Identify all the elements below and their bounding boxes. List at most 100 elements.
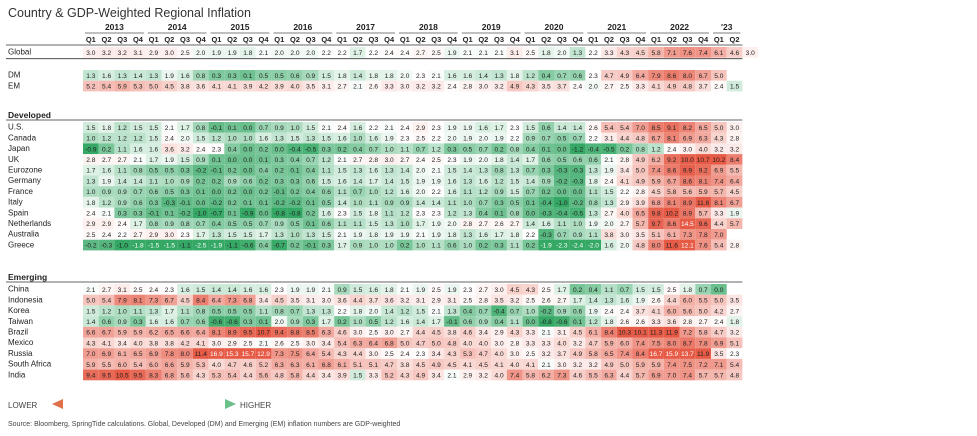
cell-value: 7.4 <box>667 362 676 369</box>
heat-cell <box>663 218 680 229</box>
cell-value: 2.8 <box>620 157 629 164</box>
cell-value: 2.4 <box>337 125 346 132</box>
cell-value: 2.7 <box>557 298 566 305</box>
cell-value: 1.1 <box>259 308 268 315</box>
cell-value: 2.5 <box>542 287 551 294</box>
heat-cell <box>271 175 288 187</box>
cell-value: 5.3 <box>212 373 221 380</box>
heat-cell <box>475 164 492 176</box>
cell-value: 0.2 <box>526 243 535 250</box>
heat-cell <box>459 239 476 251</box>
cell-value: 2.7 <box>337 84 346 91</box>
heat-cell <box>679 80 696 92</box>
cell-value: -0.2 <box>85 243 97 250</box>
heat-cell <box>695 239 711 251</box>
heat-cell <box>318 70 335 81</box>
cell-value: 1.7 <box>494 125 503 132</box>
cell-value: 0.9 <box>557 308 566 315</box>
cell-value: 0.4 <box>212 221 221 228</box>
cell-value: 1.2 <box>102 308 111 315</box>
heat-cell <box>428 294 445 306</box>
heat-cell <box>397 326 413 338</box>
heat-cell <box>287 80 303 92</box>
cell-value: 4.9 <box>620 73 629 80</box>
heat-cell <box>318 164 335 176</box>
cell-value: 7.4 <box>620 351 629 358</box>
cell-value: 3.2 <box>573 340 582 347</box>
cell-value: 7.0 <box>667 373 676 380</box>
heat-cell <box>349 326 366 338</box>
heat-cell <box>616 47 633 58</box>
heat-cell <box>177 326 193 338</box>
heat-cell <box>585 80 602 92</box>
heat-cell <box>83 122 99 133</box>
heat-cell <box>192 348 209 359</box>
cell-value: 5.1 <box>730 340 739 347</box>
cell-value: -0.2 <box>179 211 191 218</box>
cell-value: 5.7 <box>730 221 739 228</box>
cell-value: 5.5 <box>102 362 111 369</box>
heat-cell <box>397 175 413 187</box>
cell-value: 0.2 <box>259 189 268 196</box>
heat-cell <box>601 143 617 155</box>
quarter-header: Q2 <box>604 35 614 44</box>
heat-cell <box>98 164 115 176</box>
quarter-header: Q2 <box>416 35 426 44</box>
cell-value: 1.7 <box>573 298 582 305</box>
heat-cell <box>616 80 633 92</box>
heat-cell <box>428 305 445 317</box>
cell-value: 3.0 <box>557 362 566 369</box>
heat-cell <box>601 70 617 81</box>
heat-cell <box>98 348 115 359</box>
heat-cell <box>302 154 319 165</box>
cell-value: 8.3 <box>149 373 158 380</box>
cell-value: 1.6 <box>322 211 331 218</box>
heat-cell <box>145 186 162 197</box>
cell-value: 2.7 <box>510 221 519 228</box>
cell-value: 1.7 <box>432 319 441 326</box>
heat-cell <box>255 164 272 176</box>
cell-value: 0.9 <box>118 189 127 196</box>
heat-cell <box>145 294 162 306</box>
cell-value: 1.2 <box>479 189 488 196</box>
cell-value: 2.2 <box>526 232 535 239</box>
heat-cell <box>334 80 350 92</box>
cell-value: -0.2 <box>211 200 223 207</box>
heat-cell <box>554 122 570 133</box>
cell-value: 4.7 <box>385 362 394 369</box>
cell-value: 7.9 <box>651 73 660 80</box>
heat-cell <box>145 80 162 92</box>
cell-value: 2.2 <box>118 232 127 239</box>
heat-cell <box>569 132 586 144</box>
heat-cell <box>711 186 727 197</box>
cell-value: 0.5 <box>228 308 237 315</box>
cell-value: 4.6 <box>243 362 252 369</box>
heat-cell <box>349 239 366 251</box>
heat-cell <box>287 164 303 176</box>
heat-cell <box>522 175 539 187</box>
heat-cell <box>428 207 445 219</box>
heat-cell <box>177 154 193 165</box>
cell-value: 2.3 <box>416 73 425 80</box>
cell-value: 4.3 <box>526 84 535 91</box>
heat-cell <box>161 229 178 240</box>
cell-value: 3.0 <box>385 330 394 337</box>
cell-value: 1.4 <box>353 178 362 185</box>
cell-value: 0.6 <box>542 157 551 164</box>
cell-value: 1.9 <box>463 157 472 164</box>
heat-cell <box>585 196 602 208</box>
quarter-header: Q1 <box>149 35 159 44</box>
heat-cell <box>616 348 633 359</box>
cell-value: 1.6 <box>259 287 268 294</box>
cell-value: 5.8 <box>526 373 535 380</box>
cell-value: 4.7 <box>228 362 237 369</box>
heat-cell <box>569 239 586 251</box>
cell-value: 1.1 <box>557 221 566 228</box>
cell-value: 2.9 <box>149 232 158 239</box>
heat-cell <box>491 369 507 381</box>
cell-value: 0.7 <box>526 168 535 175</box>
cell-value: 7.3 <box>557 373 566 380</box>
cell-value: 6.5 <box>165 330 174 337</box>
cell-value: 1.8 <box>369 73 378 80</box>
heat-cell <box>98 294 115 306</box>
